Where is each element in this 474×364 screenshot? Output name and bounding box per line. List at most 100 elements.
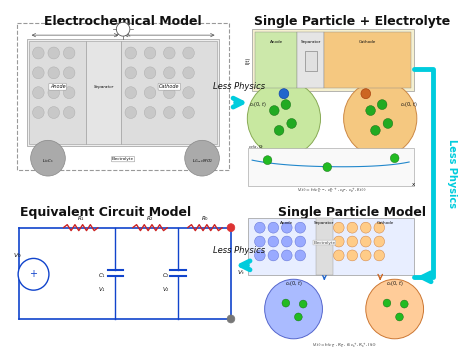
Circle shape (347, 236, 357, 247)
Circle shape (282, 236, 292, 247)
Circle shape (366, 279, 424, 339)
Bar (297, 32, 324, 88)
Bar (248, 148, 414, 186)
Circle shape (383, 119, 393, 128)
Circle shape (125, 67, 137, 79)
Text: $Li_{1-x}MO_2$: $Li_{1-x}MO_2$ (191, 157, 212, 165)
Text: Equivalent Circuit Model: Equivalent Circuit Model (20, 206, 191, 219)
Circle shape (185, 140, 219, 176)
Text: Separator: Separator (301, 40, 321, 44)
Circle shape (125, 47, 137, 59)
Text: Electrolyte: Electrolyte (112, 157, 134, 161)
Circle shape (390, 154, 399, 163)
Circle shape (377, 100, 387, 110)
Bar (27, 39, 219, 146)
Text: Anode: Anode (280, 221, 293, 225)
Circle shape (144, 47, 156, 59)
Text: $V(t) = h(c_s^-, R_s^-, \theta, c_s^+, R_s^+, I(t))$: $V(t) = h(c_s^-, R_s^-, \theta, c_s^+, R… (312, 341, 377, 350)
Circle shape (282, 299, 290, 307)
Circle shape (48, 107, 60, 119)
Circle shape (361, 222, 371, 233)
Circle shape (125, 107, 137, 119)
Circle shape (270, 106, 279, 115)
Circle shape (374, 250, 384, 261)
Circle shape (247, 81, 320, 156)
Text: $V_1$: $V_1$ (98, 285, 106, 294)
Circle shape (164, 87, 175, 99)
Circle shape (282, 222, 292, 233)
Circle shape (183, 87, 194, 99)
Text: Anode: Anode (270, 40, 283, 44)
Text: $C_2$: $C_2$ (162, 271, 169, 280)
Text: $c_s(0,t)$: $c_s(0,t)$ (386, 279, 403, 288)
Circle shape (268, 250, 279, 261)
Bar (316, 218, 333, 275)
Circle shape (33, 47, 44, 59)
Text: $V_2$: $V_2$ (162, 285, 169, 294)
Text: $Li_xC_s$: $Li_xC_s$ (42, 157, 54, 165)
Text: +: + (29, 269, 37, 279)
Circle shape (374, 222, 384, 233)
Circle shape (401, 300, 408, 308)
Circle shape (282, 250, 292, 261)
Circle shape (347, 250, 357, 261)
Text: $R_2$: $R_2$ (146, 214, 154, 223)
Text: $c_s(0,t)$: $c_s(0,t)$ (401, 100, 418, 108)
Circle shape (344, 81, 417, 156)
Circle shape (268, 236, 279, 247)
Circle shape (144, 67, 156, 79)
Circle shape (183, 67, 194, 79)
Circle shape (279, 89, 289, 99)
Circle shape (227, 224, 235, 232)
Bar (255, 32, 297, 88)
Text: Less Physics: Less Physics (213, 246, 264, 256)
Circle shape (164, 67, 175, 79)
Circle shape (295, 222, 306, 233)
Text: Separator: Separator (314, 221, 335, 225)
Circle shape (125, 87, 137, 99)
Circle shape (64, 67, 75, 79)
Bar (121, 41, 218, 144)
Circle shape (299, 300, 307, 308)
Circle shape (144, 87, 156, 99)
Text: Electrochemical Model: Electrochemical Model (44, 15, 202, 28)
Bar (248, 218, 414, 275)
Circle shape (116, 22, 130, 36)
Circle shape (33, 67, 44, 79)
Circle shape (371, 126, 380, 135)
Circle shape (366, 106, 375, 115)
Text: $R_0$: $R_0$ (201, 214, 209, 223)
Text: Less Physics: Less Physics (447, 139, 457, 207)
Circle shape (334, 236, 344, 247)
Circle shape (64, 47, 75, 59)
Circle shape (264, 279, 322, 339)
Circle shape (281, 100, 291, 110)
Text: Cathode: Cathode (159, 84, 180, 89)
Circle shape (334, 250, 344, 261)
Circle shape (294, 313, 302, 321)
Circle shape (31, 140, 65, 176)
Circle shape (268, 222, 279, 233)
Circle shape (164, 47, 175, 59)
Circle shape (274, 126, 284, 135)
Circle shape (361, 236, 371, 247)
Circle shape (48, 87, 60, 99)
Circle shape (295, 236, 306, 247)
Text: Single Particle + Electrolyte: Single Particle + Electrolyte (254, 15, 450, 28)
Circle shape (33, 87, 44, 99)
Circle shape (347, 222, 357, 233)
Circle shape (334, 222, 344, 233)
Text: Cathode: Cathode (376, 221, 394, 225)
Text: $V_0$: $V_0$ (13, 252, 21, 260)
Text: $C_1$: $C_1$ (98, 271, 106, 280)
Circle shape (263, 156, 272, 165)
Text: Cathode: Cathode (359, 40, 376, 44)
Text: I(t): I(t) (246, 57, 251, 64)
Text: x: x (412, 182, 416, 187)
Circle shape (361, 89, 371, 99)
Text: Less Physics: Less Physics (213, 82, 264, 91)
Circle shape (48, 67, 60, 79)
Circle shape (144, 107, 156, 119)
Text: Anode: Anode (50, 84, 65, 89)
Circle shape (183, 47, 194, 59)
